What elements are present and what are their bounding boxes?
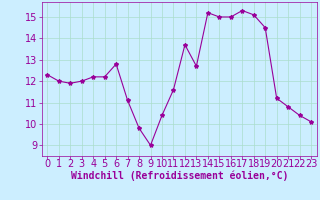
X-axis label: Windchill (Refroidissement éolien,°C): Windchill (Refroidissement éolien,°C): [70, 170, 288, 181]
